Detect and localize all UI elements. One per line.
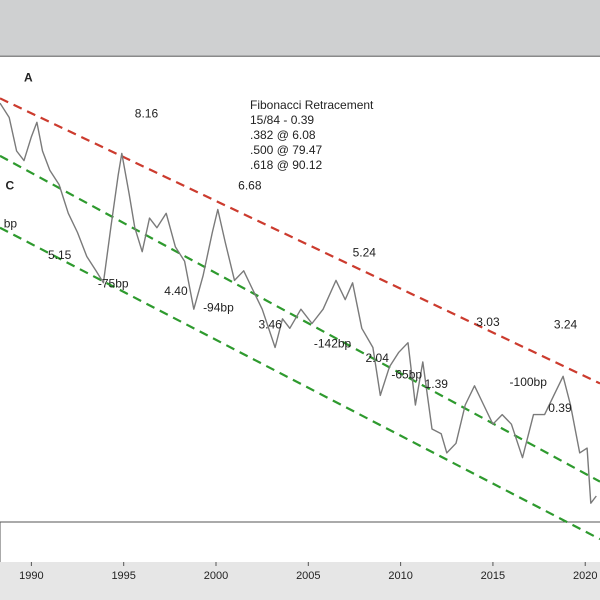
legend-line-4: .618 @ 90.12 [250, 158, 323, 172]
channel-lines [0, 97, 600, 541]
point-labels: A C 8.16 6.68 5.24 3.03 3.24 5.15 4.40 3.46 2.04 1.… [4, 71, 578, 416]
point-label-3: 8.16 [135, 107, 159, 121]
channel-line-3 [0, 226, 600, 541]
point-label-9: 4.40 [164, 284, 188, 298]
x-tick-label-1: 1990 [19, 570, 43, 582]
point-label-17: -142bp [314, 337, 352, 351]
legend-line-2: .382 @ 6.08 [250, 128, 316, 142]
x-tick-label-2: 1995 [111, 570, 135, 582]
point-label-10: 3.46 [258, 317, 282, 331]
x-axis-ticks: 1990 1995 2000 2005 2010 2015 2020 [19, 562, 597, 582]
point-label-2: C [6, 178, 15, 192]
point-label-13: 0.39 [548, 401, 572, 415]
point-label-6: 3.03 [476, 315, 500, 329]
point-label-1: A [24, 71, 33, 85]
x-tick-label-7: 2020 [573, 570, 597, 582]
x-tick-label-5: 2010 [388, 570, 412, 582]
point-label-11: 2.04 [366, 351, 390, 365]
channel-line-2 [0, 154, 600, 483]
point-label-19: -100bp [510, 375, 548, 389]
legend-title: Fibonacci Retracement [250, 98, 374, 112]
point-label-12: 1.39 [425, 377, 449, 391]
fibonacci-legend: Fibonacci Retracement 15/84 - 0.39 .382 … [250, 98, 430, 173]
point-label-4: 6.68 [238, 178, 262, 192]
x-axis-band [0, 562, 600, 600]
point-label-7: 3.24 [554, 317, 578, 331]
channel-line-1 [0, 97, 600, 385]
x-tick-label-6: 2015 [481, 570, 505, 582]
legend-line-1: 15/84 - 0.39 [250, 113, 315, 127]
point-label-15: -75bp [98, 277, 129, 291]
point-label-14: bp [4, 217, 18, 231]
point-label-18: -65bp [391, 368, 422, 382]
price-series [0, 102, 597, 504]
price-line [0, 102, 597, 504]
legend-line-3: .500 @ 79.47 [250, 143, 323, 157]
point-label-16: -94bp [203, 301, 234, 315]
point-label-5: 5.24 [353, 245, 377, 259]
point-label-8: 5.15 [48, 248, 72, 262]
x-tick-label-3: 2000 [204, 570, 228, 582]
x-tick-label-4: 2005 [296, 570, 320, 582]
